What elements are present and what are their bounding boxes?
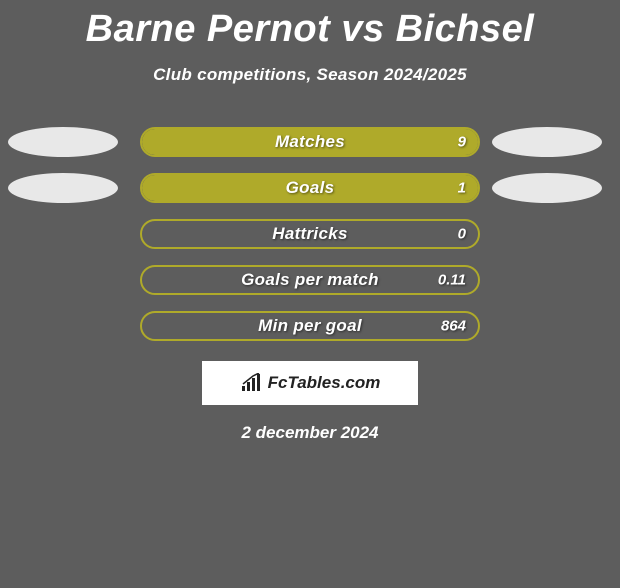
bar-label: Matches <box>142 132 478 152</box>
chart-icon <box>240 373 264 393</box>
bar-value: 0.11 <box>438 272 466 289</box>
bar-label: Hattricks <box>142 224 478 244</box>
bar-mpg: Min per goal 864 <box>140 311 480 341</box>
logo-content: FcTables.com <box>240 373 381 393</box>
bar-value: 864 <box>441 318 466 335</box>
bar-gpm: Goals per match 0.11 <box>140 265 480 295</box>
bar-value: 1 <box>458 180 466 197</box>
date-text: 2 december 2024 <box>0 423 620 443</box>
right-ellipse-icon <box>492 127 602 157</box>
bar-goals: Goals 1 <box>140 173 480 203</box>
left-ellipse-icon <box>8 127 118 157</box>
bar-value: 9 <box>458 134 466 151</box>
bar-hattricks: Hattricks 0 <box>140 219 480 249</box>
right-ellipse-icon <box>492 173 602 203</box>
bar-matches: Matches 9 <box>140 127 480 157</box>
bar-label: Goals per match <box>142 270 478 290</box>
stat-row-gpm: Goals per match 0.11 <box>0 265 620 295</box>
bar-value: 0 <box>458 226 466 243</box>
left-ellipse-icon <box>8 173 118 203</box>
stats-area: Matches 9 Goals 1 Hattricks 0 Goals per … <box>0 127 620 443</box>
stat-row-goals: Goals 1 <box>0 173 620 203</box>
bar-label: Min per goal <box>142 316 478 336</box>
subtitle: Club competitions, Season 2024/2025 <box>0 65 620 85</box>
bar-label: Goals <box>142 178 478 198</box>
stat-row-hattricks: Hattricks 0 <box>0 219 620 249</box>
stat-row-matches: Matches 9 <box>0 127 620 157</box>
page-title: Barne Pernot vs Bichsel <box>0 8 620 51</box>
logo-box: FcTables.com <box>202 361 418 405</box>
logo-text: FcTables.com <box>268 373 381 393</box>
stat-row-mpg: Min per goal 864 <box>0 311 620 341</box>
